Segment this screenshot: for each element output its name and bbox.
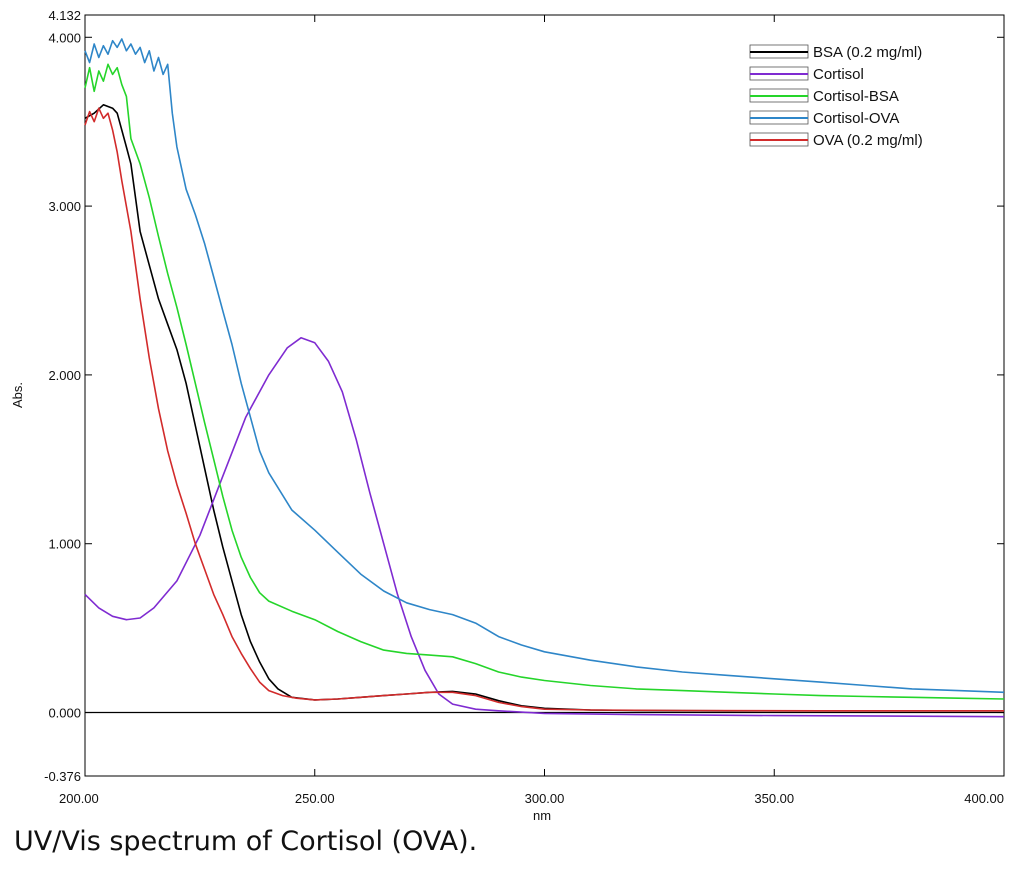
legend-label: OVA (0.2 mg/ml) <box>813 132 923 149</box>
x-tick-label: 350.00 <box>754 791 794 806</box>
legend-label: Cortisol <box>813 66 864 83</box>
series-line-4 <box>84 107 1004 712</box>
y-tick-label: 0.000 <box>48 706 81 721</box>
y-axis-label: Abs. <box>10 382 25 408</box>
x-tick-label: 400.00 <box>964 791 1004 806</box>
legend-label: Cortisol-OVA <box>813 110 899 127</box>
x-axis-label: nm <box>533 808 551 822</box>
legend: BSA (0.2 mg/ml) Cortisol Cortisol-BSA Corti… <box>749 44 923 149</box>
x-tick-label: 300.00 <box>525 791 565 806</box>
series-line-0 <box>84 104 1004 712</box>
x-tick-label: 200.00 <box>59 791 99 806</box>
x-tick-label: 250.00 <box>295 791 335 806</box>
y-tick-label: 3.000 <box>48 199 81 214</box>
axis-ticks: -0.376 0.000 1.000 2.000 3.000 4.000 4.132 200.… <box>44 8 1004 806</box>
y-tick-label: 4.132 <box>48 8 81 23</box>
y-tick-label: -0.376 <box>44 769 81 784</box>
series-line-3 <box>84 38 1005 694</box>
uv-vis-chart: -0.376 0.000 1.000 2.000 3.000 4.000 4.132 200.… <box>10 8 1005 822</box>
series-line-1 <box>84 336 1005 718</box>
series-line-2 <box>84 63 1005 700</box>
y-tick-label: 4.000 <box>48 30 81 45</box>
legend-label: Cortisol-BSA <box>813 88 899 105</box>
figure-caption: UV/Vis spectrum of Cortisol (OVA). <box>14 826 478 857</box>
y-tick-label: 2.000 <box>48 368 81 383</box>
plot-frame <box>84 14 1005 777</box>
y-tick-label: 1.000 <box>48 537 81 552</box>
legend-label: BSA (0.2 mg/ml) <box>813 44 922 61</box>
series-lines <box>84 38 1005 718</box>
